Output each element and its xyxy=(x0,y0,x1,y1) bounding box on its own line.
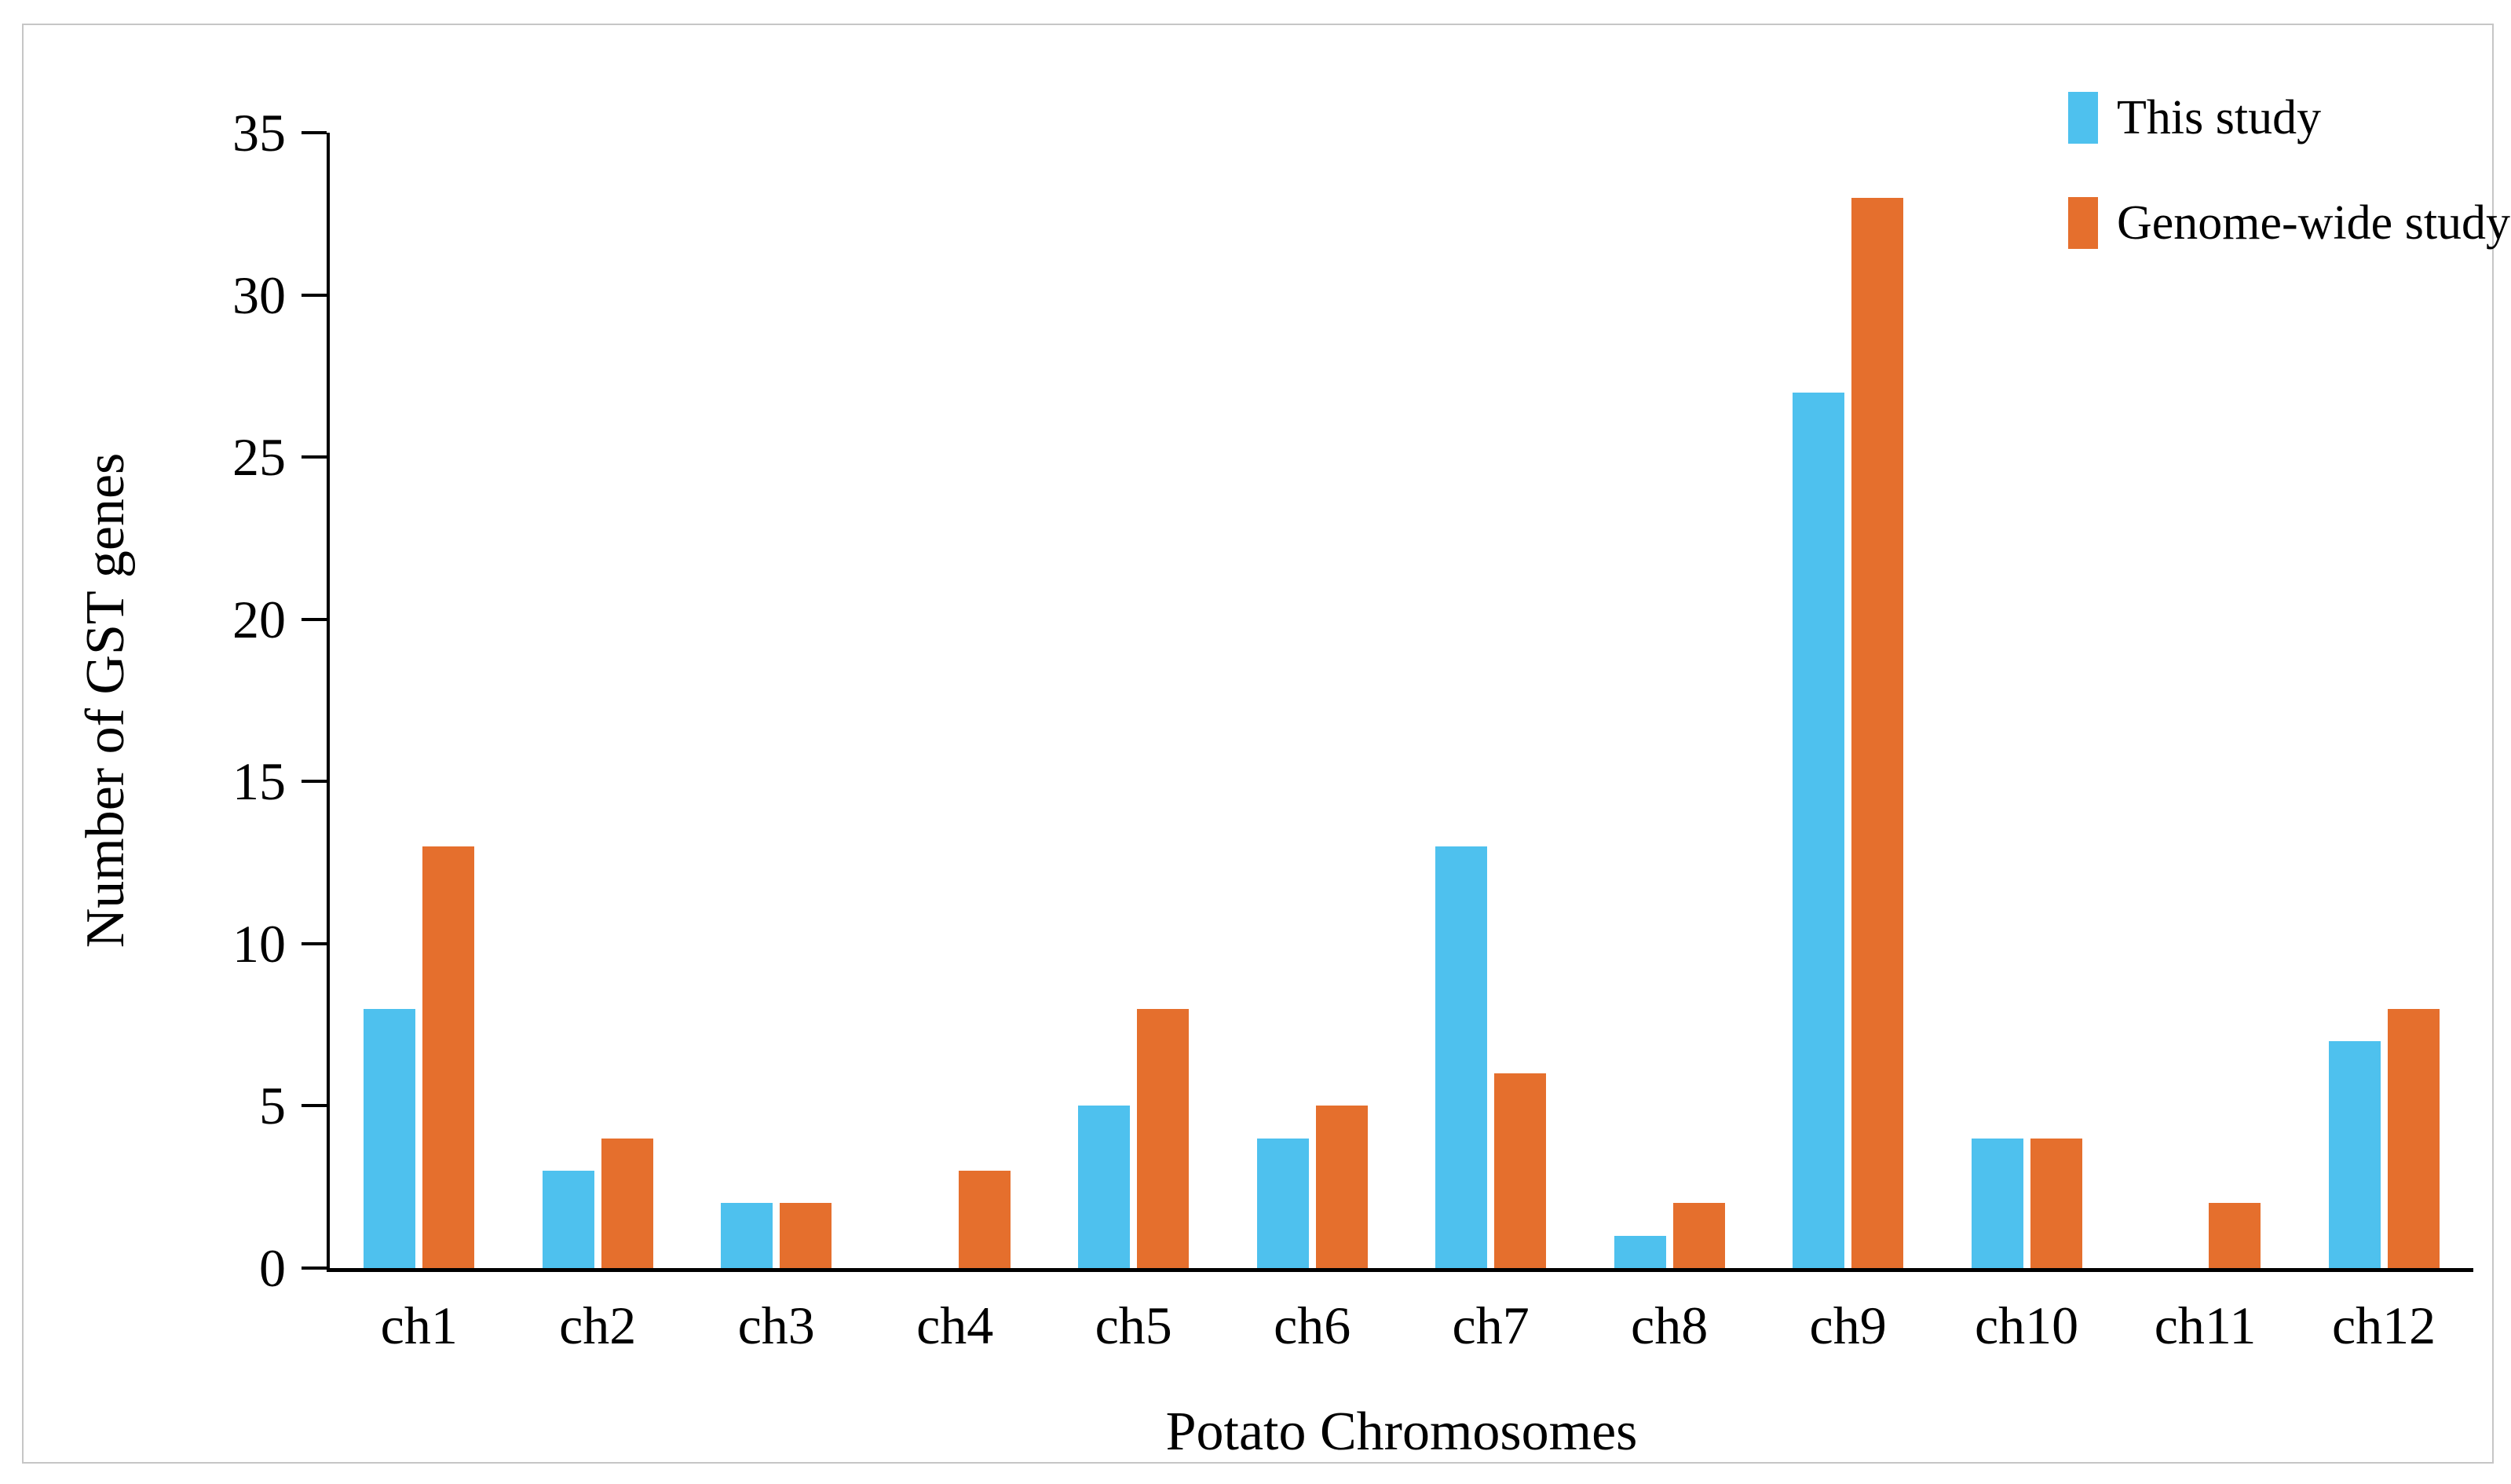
bar-ch5-this-study xyxy=(1078,1106,1131,1268)
bar-ch9-genome-wide-study xyxy=(1851,197,1904,1268)
legend-entry-genome-wide-study: Genome-wide study xyxy=(2068,196,2510,250)
plot-area: 0 5 10 15 20 25 30 35 xyxy=(232,103,2473,1298)
legend: This study Genome-wide study xyxy=(2068,91,2510,250)
x-category-label-ch6: ch6 xyxy=(1274,1296,1351,1355)
bar-group-ch6 xyxy=(1223,133,1401,1268)
x-category-label-ch11: ch11 xyxy=(2154,1296,2257,1355)
y-tick-label-25: 25 xyxy=(232,427,286,488)
x-category-label-ch9: ch9 xyxy=(1809,1296,1887,1355)
bar-group-ch1 xyxy=(330,133,508,1268)
bar-ch1-this-study xyxy=(364,1008,416,1268)
bar-ch7-genome-wide-study xyxy=(1494,1073,1547,1268)
bar-ch4-genome-wide-study xyxy=(958,1171,1011,1268)
bar-ch3-this-study xyxy=(721,1203,773,1268)
bar-ch7-this-study xyxy=(1435,846,1488,1268)
bar-ch2-genome-wide-study xyxy=(601,1138,653,1268)
y-tick-label-30: 30 xyxy=(232,265,286,325)
x-category-label-ch3: ch3 xyxy=(737,1296,815,1355)
legend-label-this-study: This study xyxy=(2117,91,2322,144)
bar-ch9-this-study xyxy=(1793,392,1845,1268)
y-tick-label-15: 15 xyxy=(232,751,286,812)
x-category-label-ch12: ch12 xyxy=(2331,1296,2436,1355)
bar-ch8-genome-wide-study xyxy=(1672,1203,1725,1268)
bar-ch10-this-study xyxy=(1971,1138,2023,1268)
bar-group-ch10 xyxy=(1937,133,2115,1268)
x-category-label-ch5: ch5 xyxy=(1095,1296,1172,1355)
x-category-label-ch10: ch10 xyxy=(1975,1296,2079,1355)
bar-ch12-this-study xyxy=(2328,1040,2381,1268)
y-tick-0 xyxy=(302,1267,327,1270)
bar-group-ch5 xyxy=(1044,133,1223,1268)
y-tick-label-0: 0 xyxy=(259,1238,286,1298)
legend-swatch-genome-wide-study-icon xyxy=(2068,197,2098,249)
x-axis-category-labels: ch1 ch2 ch3 ch4 ch5 ch6 ch7 ch8 ch9 ch10 ch11 ch12 xyxy=(330,1296,2473,1355)
legend-label-genome-wide-study: Genome-wide study xyxy=(2117,196,2511,250)
bars-container xyxy=(330,133,2473,1268)
bar-group-ch12 xyxy=(2294,133,2473,1268)
x-category-label-ch8: ch8 xyxy=(1631,1296,1709,1355)
y-tick-10 xyxy=(302,941,327,945)
y-tick-20 xyxy=(302,617,327,621)
y-tick-label-35: 35 xyxy=(232,103,286,163)
bar-ch1-genome-wide-study xyxy=(422,846,475,1268)
x-axis-line xyxy=(327,1268,2473,1272)
x-axis-title: Potato Chromosomes xyxy=(1165,1402,1638,1462)
bar-group-ch7 xyxy=(1402,133,1580,1268)
x-category-label-ch1: ch1 xyxy=(380,1296,458,1355)
bar-ch6-this-study xyxy=(1256,1138,1309,1268)
legend-swatch-this-study-icon xyxy=(2068,92,2098,144)
chart-frame: Number of GST genes 0 5 10 15 20 25 30 35 ch1 ch… xyxy=(22,24,2510,1464)
y-tick-35 xyxy=(302,131,327,134)
y-axis-line xyxy=(327,133,330,1272)
y-tick-5 xyxy=(302,1104,327,1108)
bar-ch11-genome-wide-study xyxy=(2209,1203,2261,1268)
y-tick-label-20: 20 xyxy=(232,589,286,649)
y-tick-label-5: 5 xyxy=(259,1076,286,1136)
y-tick-30 xyxy=(302,293,327,297)
bar-ch2-this-study xyxy=(542,1171,594,1268)
y-tick-label-10: 10 xyxy=(232,913,286,974)
bar-ch6-genome-wide-study xyxy=(1315,1106,1368,1268)
legend-entry-this-study: This study xyxy=(2068,91,2510,144)
bar-ch5-genome-wide-study xyxy=(1137,1008,1190,1268)
y-tick-25 xyxy=(302,455,327,459)
bar-group-ch2 xyxy=(508,133,686,1268)
bar-group-ch8 xyxy=(1580,133,1758,1268)
bar-ch3-genome-wide-study xyxy=(780,1203,832,1268)
x-category-label-ch4: ch4 xyxy=(916,1296,994,1355)
y-axis-title: Number of GST genes xyxy=(75,452,136,949)
y-tick-15 xyxy=(302,780,327,784)
bar-group-ch3 xyxy=(687,133,865,1268)
bar-group-ch11 xyxy=(2116,133,2294,1268)
bar-group-ch4 xyxy=(865,133,1044,1268)
x-category-label-ch7: ch7 xyxy=(1452,1296,1530,1355)
bar-ch8-this-study xyxy=(1614,1235,1666,1268)
bar-ch12-genome-wide-study xyxy=(2387,1008,2440,1268)
bar-ch10-genome-wide-study xyxy=(2030,1138,2082,1268)
bar-group-ch9 xyxy=(1759,133,1937,1268)
x-category-label-ch2: ch2 xyxy=(559,1296,637,1355)
